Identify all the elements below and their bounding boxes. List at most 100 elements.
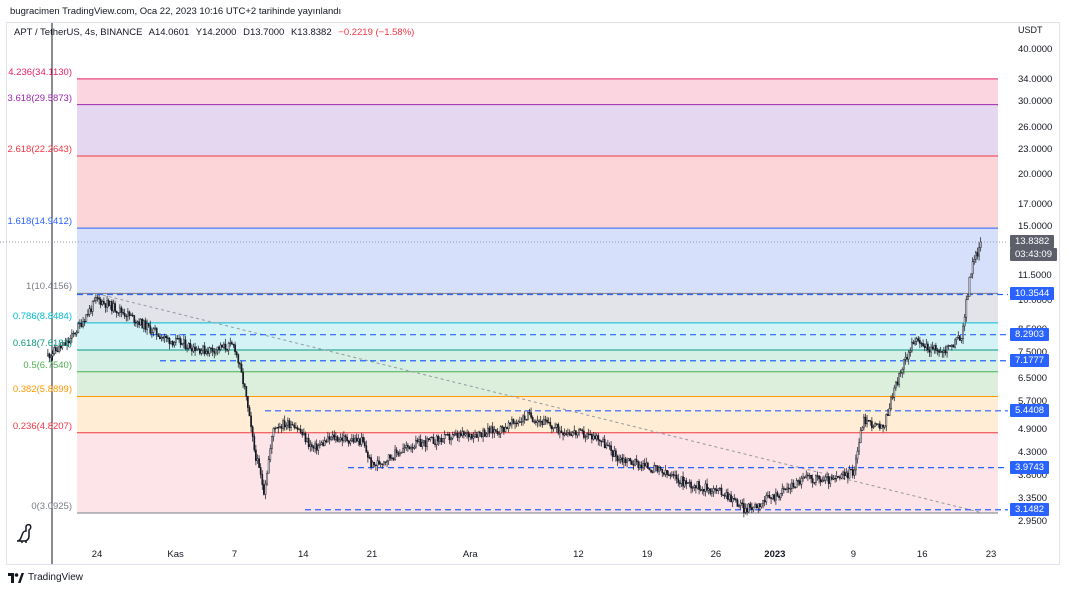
candle-body xyxy=(370,457,372,468)
candle-body xyxy=(975,252,977,260)
close-value: K13.8382 xyxy=(290,27,332,38)
price-level-tag[interactable]: 10.3544 xyxy=(1010,287,1055,301)
price-level-tag[interactable]: 3.9743 xyxy=(1010,460,1050,474)
candle-body xyxy=(408,446,411,450)
candle-body xyxy=(760,503,763,507)
tradingview-logo[interactable]: TradingView xyxy=(8,572,83,583)
price-level-tag[interactable]: 5.4408 xyxy=(1010,403,1050,417)
candle-body xyxy=(522,415,524,422)
open-value: A14.0601 xyxy=(148,27,190,38)
candle-body xyxy=(427,438,430,441)
candle-body xyxy=(338,439,340,442)
candle-body xyxy=(811,478,814,483)
fib-zone xyxy=(77,293,998,323)
candle-body xyxy=(579,429,582,431)
candle-body xyxy=(751,507,753,511)
candle-body xyxy=(271,436,273,449)
candle-body xyxy=(69,338,72,344)
candle-body xyxy=(954,339,956,348)
candle-body xyxy=(349,440,352,444)
candle-body xyxy=(347,440,350,444)
candle-body xyxy=(67,340,70,344)
candle-body xyxy=(965,299,968,318)
candle-body xyxy=(191,348,193,352)
price-tick-label: 5.7000 xyxy=(1018,396,1048,408)
candle-body xyxy=(637,461,640,468)
time-tick-label: 2023 xyxy=(764,549,786,560)
candle-body xyxy=(925,343,928,348)
candle-body xyxy=(562,432,564,436)
candle-body xyxy=(963,316,966,327)
candle-body xyxy=(789,488,792,490)
trendline[interactable] xyxy=(96,293,982,514)
last-price-tag[interactable]: 13.8382 xyxy=(1010,235,1055,249)
candle-body xyxy=(915,338,918,342)
candle-body xyxy=(568,432,571,435)
candle-body xyxy=(416,439,419,443)
candle-body xyxy=(269,448,272,460)
candle-body xyxy=(181,342,184,345)
candle-body xyxy=(451,434,454,439)
candle-body xyxy=(615,450,617,457)
candle-body xyxy=(815,475,817,483)
candle-body xyxy=(482,429,484,437)
candle-body xyxy=(381,463,384,465)
candle-body xyxy=(930,346,932,353)
price-level-tag[interactable]: 3.1482 xyxy=(1010,502,1050,516)
price-level-tag[interactable]: 8.2903 xyxy=(1010,327,1050,341)
candle-body xyxy=(58,345,60,352)
candle-body xyxy=(787,487,790,490)
candle-body xyxy=(826,476,828,478)
candle-body xyxy=(149,325,152,334)
candle-body xyxy=(560,430,563,434)
candle-body xyxy=(866,419,868,425)
candle-body xyxy=(591,434,593,440)
candle-body xyxy=(426,438,428,447)
candle-body xyxy=(466,432,468,434)
candle-body xyxy=(147,323,150,327)
candle-body xyxy=(411,447,414,449)
candle-body xyxy=(187,343,190,349)
time-tick-label: Kas xyxy=(167,549,184,560)
candle-body xyxy=(264,483,267,495)
fib-zone xyxy=(77,349,998,372)
candle-body xyxy=(253,436,256,451)
candle-body xyxy=(120,307,123,313)
candle-body xyxy=(952,344,955,348)
candle-body xyxy=(735,498,737,501)
candle-body xyxy=(519,421,521,423)
candle-body xyxy=(650,469,652,473)
symbol-name[interactable]: APT / TetherUS, 4s, BINANCE xyxy=(14,27,143,38)
candle-body xyxy=(419,438,422,447)
candle-body xyxy=(901,369,904,374)
candle-body xyxy=(112,303,115,312)
candle-body xyxy=(834,478,836,480)
price-level-tag[interactable]: 7.1777 xyxy=(1010,353,1050,367)
candle-body xyxy=(343,435,345,442)
candle-body xyxy=(629,458,632,462)
fib-level-label: 2.618(22.2643) xyxy=(7,144,72,156)
candle-body xyxy=(186,347,188,350)
candle-body xyxy=(99,298,102,305)
price-axis-unit[interactable]: USDT xyxy=(1018,25,1043,35)
candle-body xyxy=(394,449,396,460)
candle-body xyxy=(618,459,620,462)
candle-body xyxy=(661,469,664,474)
candle-body xyxy=(623,458,625,463)
candle-body xyxy=(720,487,723,496)
candle-body xyxy=(578,429,580,434)
candle-body xyxy=(816,475,819,477)
candle-body xyxy=(851,469,854,476)
candle-body xyxy=(599,439,601,442)
candle-body xyxy=(799,480,801,485)
candles[interactable] xyxy=(47,237,982,518)
candle-body xyxy=(842,471,844,475)
candle-body xyxy=(319,444,321,446)
candle-body xyxy=(59,345,62,349)
candle-body xyxy=(227,342,230,351)
candle-body xyxy=(331,434,334,438)
candle-body xyxy=(871,421,873,428)
candle-body xyxy=(123,312,126,317)
candle-body xyxy=(88,308,91,315)
